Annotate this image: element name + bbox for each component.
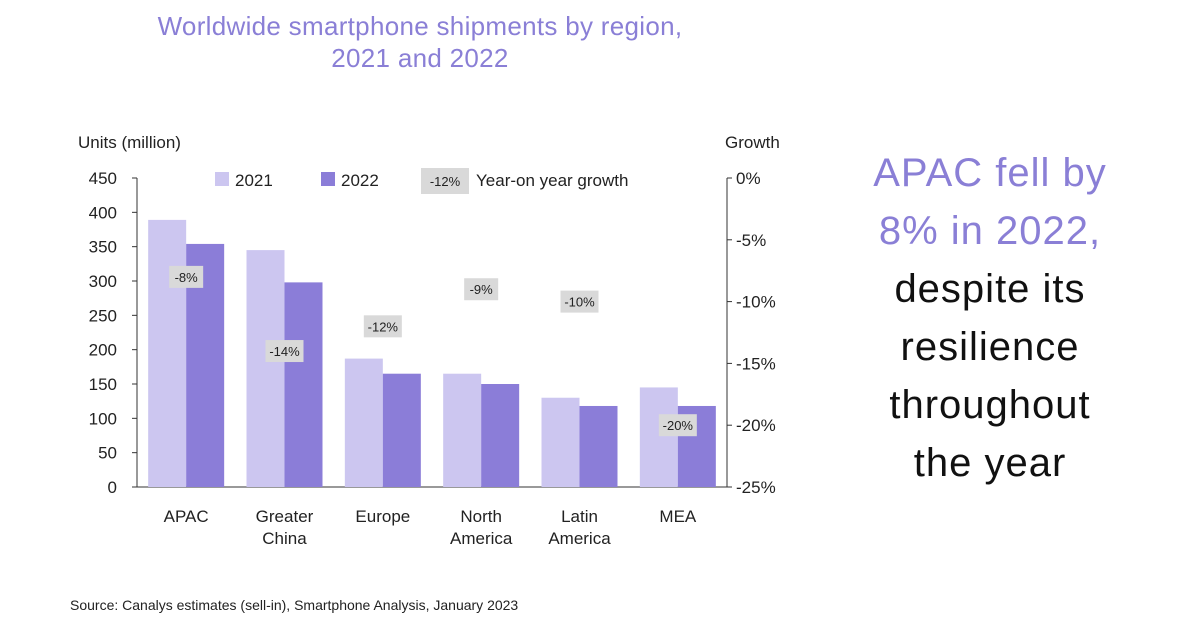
legend-growth-label: Year-on year growth xyxy=(476,171,628,190)
source-note: Source: Canalys estimates (sell-in), Sma… xyxy=(70,597,519,613)
x-tick-label: America xyxy=(548,529,611,548)
y-tick-label: 50 xyxy=(98,444,117,463)
y-tick-label: 350 xyxy=(89,238,117,257)
growth-label: -9% xyxy=(470,282,494,297)
headline-line-1: APAC fell by xyxy=(873,151,1107,195)
bar-2021 xyxy=(443,373,482,487)
x-tick-label: APAC xyxy=(164,507,209,526)
x-tick-label: Europe xyxy=(355,507,410,526)
growth-label: -10% xyxy=(564,295,595,310)
headline-line-4: resilience xyxy=(900,325,1080,369)
y2-axis-label: Growth xyxy=(725,133,780,152)
y-tick-label: 300 xyxy=(89,272,117,291)
y2-tick-label: 0% xyxy=(736,169,761,188)
y2-tick-label: -25% xyxy=(736,478,776,497)
y-tick-label: 0 xyxy=(108,478,117,497)
legend-label-2021: 2021 xyxy=(235,171,273,190)
x-tick-label: North xyxy=(460,507,502,526)
y-tick-label: 100 xyxy=(89,409,117,428)
x-tick-label: MEA xyxy=(659,507,697,526)
headline-line-2: 8% in 2022, xyxy=(878,209,1102,253)
legend-swatch-2021 xyxy=(215,172,229,186)
y2-tick-label: -5% xyxy=(736,231,766,250)
y2-tick-label: -15% xyxy=(736,354,776,373)
chart-title-line-1: Worldwide smartphone shipments by region… xyxy=(157,11,683,41)
y2-tick-label: -10% xyxy=(736,293,776,312)
bar-2021 xyxy=(344,358,383,487)
legend-label-2022: 2022 xyxy=(341,171,379,190)
headline-line-3: despite its xyxy=(894,267,1086,311)
growth-label: -20% xyxy=(663,418,694,433)
y-tick-label: 200 xyxy=(89,341,117,360)
x-tick-label: America xyxy=(450,529,513,548)
bar-chart: Units (million) Growth 0 50 100 150 200 250 300 3… xyxy=(78,133,780,548)
headline: APAC fell by 8% in 2022, despite its res… xyxy=(810,144,1170,492)
chart-title-line-2: 2021 and 2022 xyxy=(331,43,509,73)
bar-2021 xyxy=(246,250,285,487)
bar-2022 xyxy=(579,405,618,487)
y-axis-label: Units (million) xyxy=(78,133,181,152)
bar-2022 xyxy=(382,373,421,487)
legend-growth-swatch xyxy=(421,168,469,194)
legend-growth-sample: -12% xyxy=(430,174,461,189)
headline-line-5: throughout xyxy=(889,383,1091,427)
bar-2022 xyxy=(481,384,520,487)
growth-label: -12% xyxy=(368,319,399,334)
growth-label-box xyxy=(363,315,402,338)
bar-2022 xyxy=(284,282,323,487)
headline-line-6: the year xyxy=(913,441,1067,485)
y-tick-label: 450 xyxy=(89,169,117,188)
bar-2021 xyxy=(639,387,678,487)
growth-label-box xyxy=(169,265,204,288)
growth-label: -14% xyxy=(269,344,300,359)
chart-title: Worldwide smartphone shipments by region… xyxy=(60,10,780,74)
y-tick-label: 250 xyxy=(89,306,117,325)
y2-tick-label: -20% xyxy=(736,416,776,435)
x-tick-label: China xyxy=(262,529,307,548)
y-tick-label: 400 xyxy=(89,203,117,222)
y-tick-label: 150 xyxy=(89,375,117,394)
growth-label-box xyxy=(560,290,599,313)
growth-label-box xyxy=(658,414,697,437)
bar-2021 xyxy=(148,219,187,488)
legend-swatch-2022 xyxy=(321,172,335,186)
x-tick-label: Greater xyxy=(256,507,314,526)
bar-2021 xyxy=(541,397,580,487)
growth-label-box xyxy=(265,340,304,363)
growth-label-box xyxy=(464,278,499,301)
growth-label: -8% xyxy=(175,270,199,285)
x-tick-label: Latin xyxy=(561,507,598,526)
